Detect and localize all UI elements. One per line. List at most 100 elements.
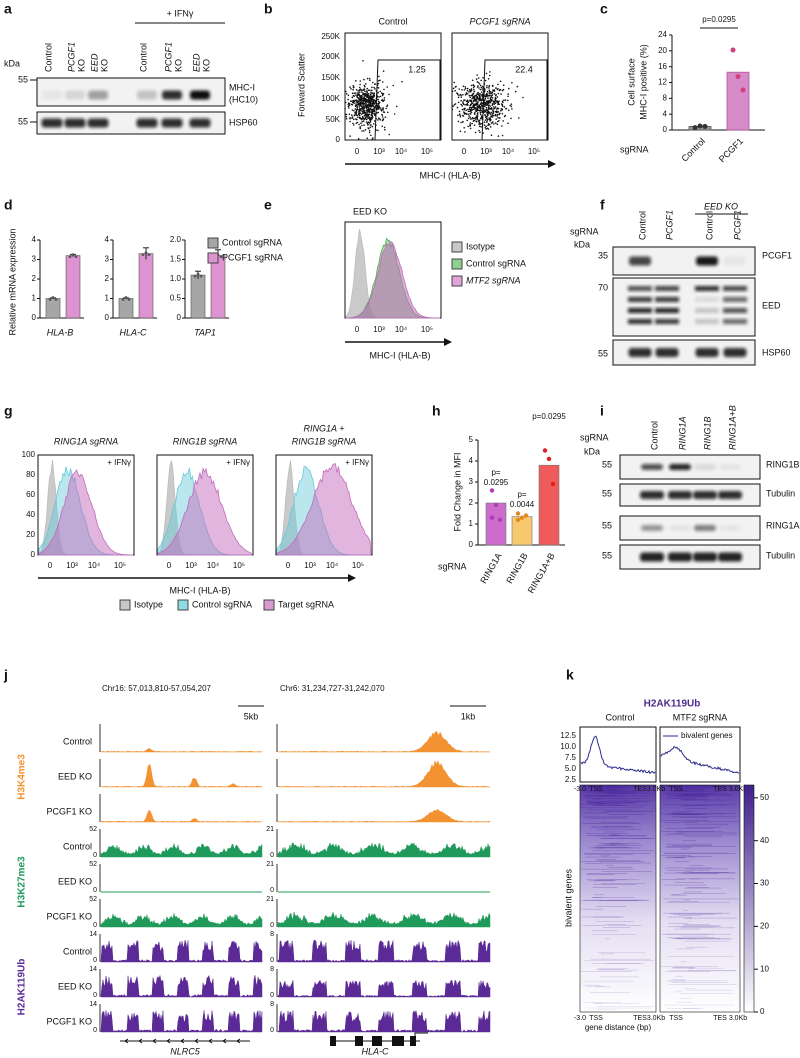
event-dot	[372, 109, 375, 111]
event-dot	[484, 103, 487, 105]
event-dot	[465, 109, 468, 112]
event-dot	[369, 108, 371, 111]
label: Chr16: 57,013,810-57,054,207	[102, 684, 212, 693]
blot-band	[718, 491, 742, 499]
label: Isotype	[466, 241, 495, 251]
label: 10⁵	[421, 325, 433, 334]
blot-band	[723, 297, 747, 302]
point	[54, 298, 58, 301]
label: kDa	[4, 58, 20, 68]
event-dot	[507, 93, 509, 95]
event-dot	[361, 115, 364, 118]
track-signal	[277, 760, 491, 788]
point	[127, 298, 131, 301]
event-dot	[363, 130, 365, 132]
event-dot	[454, 89, 457, 92]
event-dot	[467, 104, 469, 106]
event-dot	[452, 105, 454, 107]
event-dot	[472, 95, 475, 98]
point	[489, 488, 495, 493]
label: TAP1	[194, 327, 216, 337]
event-dot	[366, 96, 368, 98]
event-dot	[453, 104, 456, 106]
event-dot	[368, 77, 371, 80]
event-dot	[344, 108, 346, 110]
event-dot	[459, 115, 462, 118]
point	[124, 296, 128, 299]
point	[702, 123, 708, 129]
event-dot	[345, 93, 348, 95]
panel-letter: g	[4, 403, 13, 419]
label: TES	[633, 1015, 647, 1022]
event-dot	[345, 90, 347, 93]
event-dot	[371, 113, 373, 115]
event-dot	[488, 92, 491, 94]
event-dot	[361, 103, 364, 105]
event-dot	[354, 92, 357, 94]
blot-band	[655, 297, 679, 302]
event-dot	[491, 107, 493, 110]
gene-arrow	[138, 1038, 143, 1044]
event-dot	[500, 108, 503, 110]
blot-band	[694, 464, 716, 470]
event-dot	[381, 116, 384, 118]
event-dot	[355, 89, 358, 91]
event-dot	[485, 94, 488, 96]
event-dot	[351, 114, 353, 116]
label: 55	[602, 459, 612, 469]
event-dot	[363, 84, 366, 87]
colorbar-label: 30	[760, 879, 769, 888]
event-dot	[474, 110, 477, 112]
event-dot	[364, 118, 367, 120]
point	[515, 511, 521, 516]
event-dot	[479, 98, 482, 100]
label: PCGF1	[717, 136, 745, 164]
event-dot	[386, 104, 389, 106]
event-dot	[367, 93, 370, 95]
panel-letter: i	[600, 403, 604, 419]
y-tick-label: 1.5	[170, 255, 182, 264]
event-dot	[370, 93, 373, 95]
event-dot	[355, 111, 357, 113]
label: 0	[93, 887, 97, 894]
profile-line	[660, 746, 740, 774]
event-dot	[487, 97, 489, 99]
event-dot	[378, 105, 381, 107]
event-dot	[467, 117, 470, 120]
event-dot	[381, 99, 384, 101]
bar	[138, 253, 154, 319]
y-tick-label: 1	[32, 294, 37, 303]
event-dot	[378, 102, 380, 105]
event-dot	[471, 94, 474, 97]
event-dot	[368, 99, 370, 101]
bar	[726, 71, 750, 131]
label: PCGF1 sgRNA	[222, 252, 283, 262]
event-dot	[351, 92, 354, 94]
event-dot	[373, 123, 375, 125]
event-dot	[368, 116, 371, 119]
event-dot	[361, 107, 363, 110]
event-dot	[451, 90, 454, 93]
point	[519, 515, 525, 520]
label: 0	[462, 147, 467, 156]
event-dot	[486, 121, 488, 123]
track-signal	[100, 974, 263, 998]
event-dot	[485, 125, 488, 127]
label: EED KO	[704, 201, 738, 211]
event-dot	[492, 85, 494, 87]
event-dot	[496, 113, 499, 116]
label: 52	[89, 861, 97, 868]
event-dot	[384, 116, 387, 118]
event-dot	[373, 102, 376, 104]
event-dot	[366, 122, 369, 125]
label: 50K	[326, 115, 341, 124]
event-dot	[381, 94, 384, 97]
label: TES	[713, 786, 727, 793]
point	[515, 517, 521, 522]
event-dot	[460, 99, 462, 102]
event-dot	[471, 117, 474, 119]
event-dot	[370, 99, 372, 102]
event-dot	[492, 112, 495, 115]
event-dot	[369, 105, 371, 107]
event-dot	[485, 117, 488, 120]
